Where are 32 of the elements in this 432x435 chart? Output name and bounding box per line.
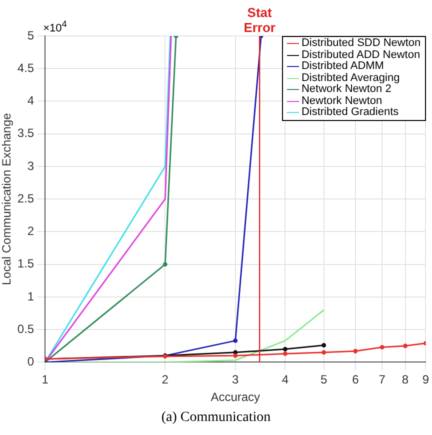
x-tick-label: 3 — [232, 372, 240, 387]
x-tick-label: 2 — [162, 372, 169, 387]
y-tick-label: 1 — [27, 289, 34, 304]
legend-label: Distributed ADD Newton — [301, 48, 420, 61]
legend-label: Network Newton 2 — [301, 83, 392, 96]
x-tick-label: 6 — [352, 372, 360, 387]
y-tick-label: 4 — [27, 94, 34, 108]
x-tick-label: 8 — [402, 372, 409, 387]
x-tick-label: 5 — [320, 372, 328, 387]
y-tick-label: 2.5 — [17, 191, 34, 206]
legend-label: Newtork Newton — [301, 94, 382, 107]
text: (a) Communication — [160, 410, 272, 426]
x-tick-label: 4 — [282, 372, 289, 387]
legend-label: Distribted Averaging — [301, 72, 400, 84]
x-tick-label: 1 — [42, 372, 49, 387]
x-axis-title: Accuracy — [210, 390, 260, 404]
y-tick-label: 1.5 — [17, 256, 34, 271]
y-tick-label: 3.5 — [17, 126, 34, 140]
x-tick-label: 9 — [422, 372, 430, 387]
x-tick-label: 7 — [378, 372, 386, 387]
y-tick-label: 0.5 — [17, 322, 34, 336]
legend-label: Distributed SDD Newton — [301, 37, 421, 50]
y-tick-label: 4.5 — [17, 60, 34, 75]
legend-label: Distribted ADMM — [301, 60, 384, 72]
y-tick-label: 0 — [27, 354, 34, 369]
y-tick-label: 5 — [27, 28, 34, 42]
y-tick-label: 3 — [27, 158, 34, 173]
ref-line-label: Stat Error — [244, 5, 276, 35]
text: ×10$^{4}$ — [43, 19, 67, 35]
y-axis-title: Local Communication Exchange — [0, 112, 14, 286]
legend-label: Distribted Gradients — [301, 106, 399, 118]
y-tick-label: 2 — [27, 224, 34, 238]
